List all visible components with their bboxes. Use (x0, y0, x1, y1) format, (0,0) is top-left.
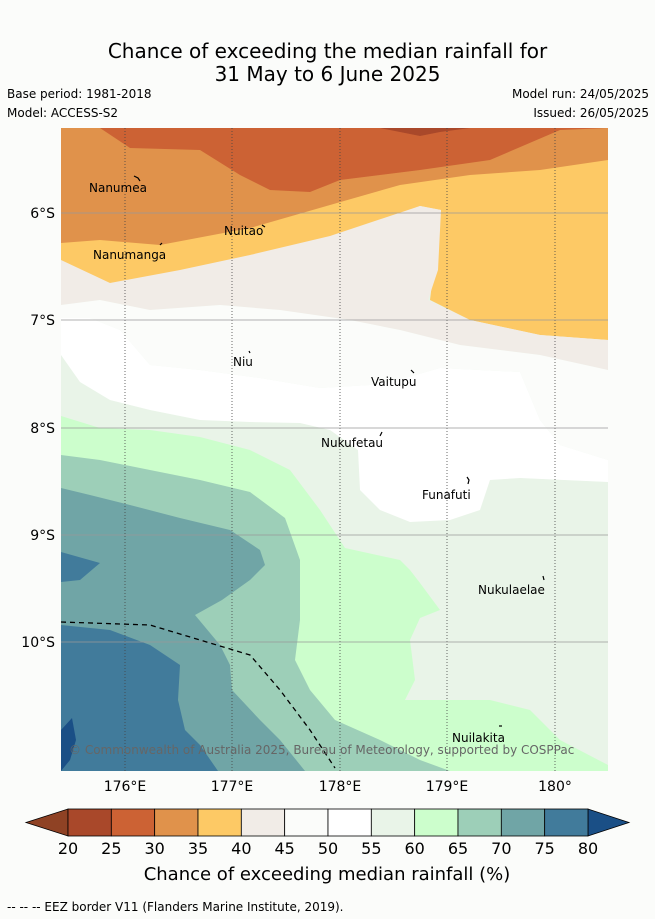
eez-legend-note: -- -- -- EEZ border V11 (Flanders Marine… (7, 900, 344, 914)
band-40-45 (61, 206, 608, 370)
lon-tick-180: 180° (538, 779, 572, 795)
model-run: Model run: 24/05/2025 (511, 87, 649, 101)
colorbar-segment (240, 808, 286, 837)
colorbar-segment (457, 808, 502, 837)
colorbar-tick-label: 25 (101, 839, 121, 858)
colorbar-tick-label: 65 (448, 839, 468, 858)
band-20-25 (380, 128, 470, 136)
band-50-55 (61, 318, 608, 522)
colorbar-segment (544, 808, 589, 837)
lon-tick-178e: 178°E (319, 779, 362, 795)
lat-tick-6s: 6°S (30, 206, 55, 222)
colorbar-arrow-low (24, 808, 69, 837)
colorbar-tick-label: 50 (318, 839, 338, 858)
latitude-gridlines (61, 212, 608, 643)
colorbar-segment (154, 808, 199, 837)
longitude-gridlines (124, 128, 556, 771)
place-nanumea: Nanumea (89, 181, 147, 195)
colorbar-tick-label: 20 (58, 839, 78, 858)
lon-tick-179e: 179°E (426, 779, 469, 795)
island-markers (133, 175, 545, 727)
colorbar-segment (370, 808, 416, 837)
place-niu: Niu (233, 355, 253, 369)
colorbar-segment (67, 808, 112, 837)
place-funafuti: Funafuti (422, 488, 471, 502)
place-vaitupu: Vaitupu (371, 375, 417, 389)
lat-tick-8s: 8°S (30, 421, 55, 437)
colorbar-segment (284, 808, 329, 837)
model-name: Model: ACCESS-S2 (7, 106, 119, 120)
band-25-30 (100, 128, 608, 192)
band-85-plus (61, 718, 76, 771)
colorbar-arrow-high (587, 808, 631, 837)
colorbar-segment (110, 808, 156, 837)
colorbar-tick-label: 60 (404, 839, 424, 858)
lat-tick-10s: 10°S (21, 635, 55, 651)
colorbar-tick-label: 45 (274, 839, 294, 858)
band-80-plus (61, 552, 100, 582)
base-period: Base period: 1981-2018 (7, 87, 152, 101)
colorbar-tick-label: 80 (578, 839, 598, 858)
place-nuitao: Nuitao (224, 224, 263, 238)
colorbar-tick-label: 70 (491, 839, 511, 858)
band-45-55 (61, 300, 608, 460)
lon-tick-177e: 177°E (211, 779, 254, 795)
colorbar-tick-label: 75 (534, 839, 554, 858)
issued-date: Issued: 26/05/2025 (533, 106, 649, 120)
place-nuilakita: Nuilakita (452, 731, 505, 745)
title-line-1: Chance of exceeding the median rainfall … (107, 39, 548, 63)
colorbar-tick-label: 30 (144, 839, 164, 858)
title-line-2: 31 May to 6 June 2025 (214, 62, 441, 86)
colorbar-label: Chance of exceeding median rainfall (%) (144, 864, 511, 885)
colorbar-segment (414, 808, 459, 837)
place-nukufetau: Nukufetau (321, 436, 383, 450)
colorbar-tick-label: 40 (231, 839, 251, 858)
lon-tick-176e: 176°E (104, 779, 147, 795)
colorbar-tick-label: 55 (361, 839, 381, 858)
band-80-plus-south (61, 625, 218, 771)
rainfall-map: Nanumea Nuitao Nanumanga Niu Vaitupu Nuk… (61, 128, 608, 771)
lat-tick-9s: 9°S (30, 528, 55, 544)
colorbar: 20 25 30 35 40 45 50 55 60 65 70 75 80 (24, 808, 631, 858)
colorbar-segment (500, 808, 546, 837)
lat-tick-7s: 7°S (30, 313, 55, 329)
colorbar-tick-label: 35 (188, 839, 208, 858)
eez-border-line (61, 621, 336, 769)
colorbar-segment (327, 808, 372, 837)
place-nukulaelae: Nukulaelae (478, 583, 545, 597)
colorbar-segment (197, 808, 242, 837)
place-nanumanga: Nanumanga (93, 248, 166, 262)
map-title: Chance of exceeding the median rainfall … (0, 40, 655, 86)
copyright-note: © Commonwealth of Australia 2025, Bureau… (69, 743, 574, 757)
